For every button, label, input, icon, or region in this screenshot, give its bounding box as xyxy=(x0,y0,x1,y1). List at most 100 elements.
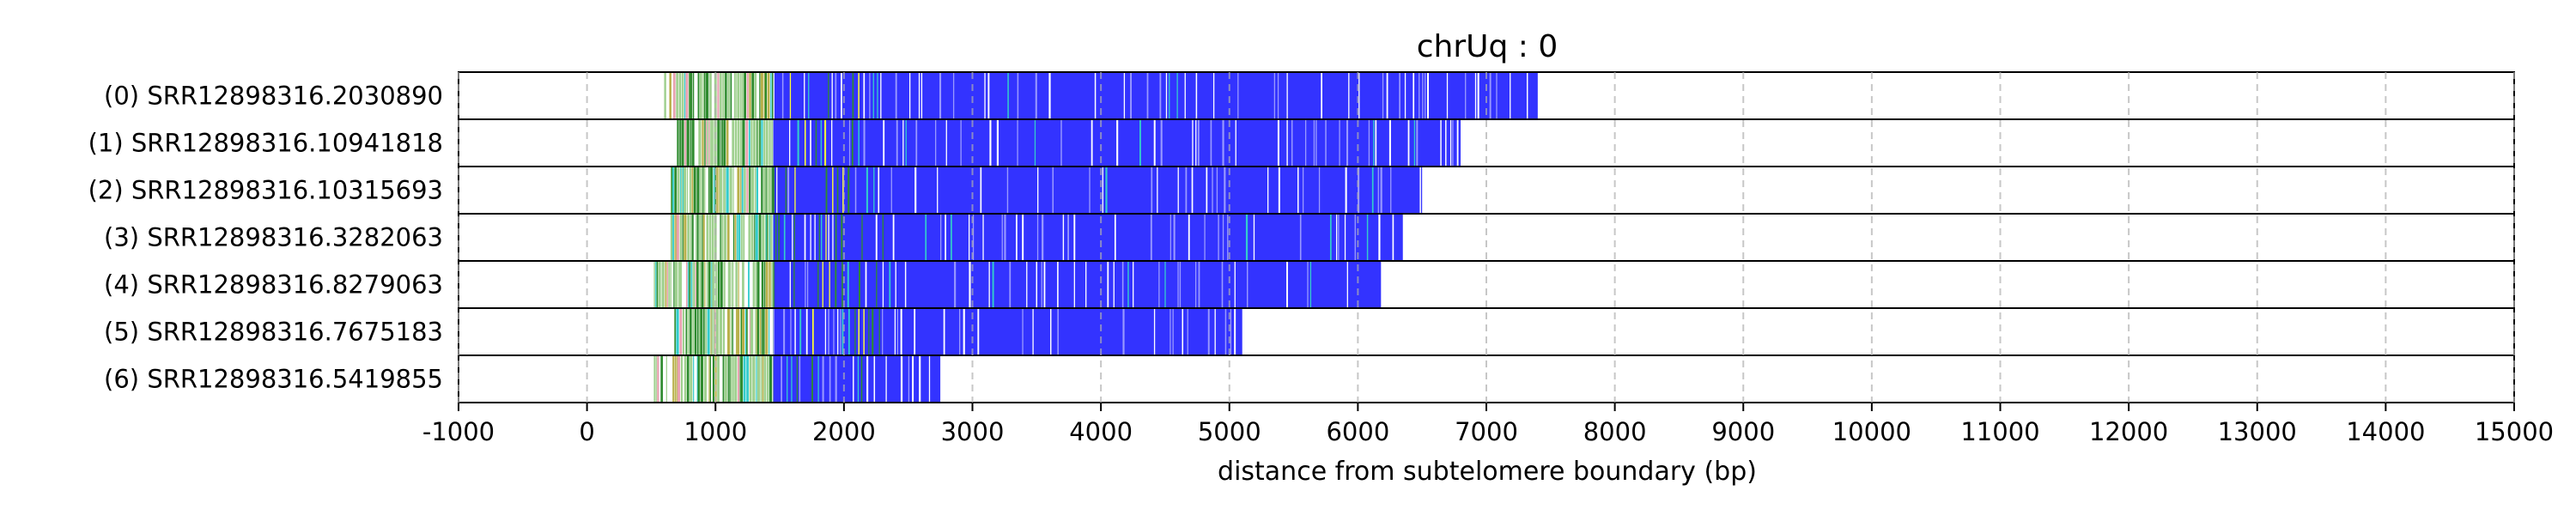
variant-mark xyxy=(668,262,671,307)
variant-mark xyxy=(1212,73,1215,118)
variant-mark xyxy=(724,356,727,402)
variant-mark xyxy=(706,120,708,166)
variant-mark xyxy=(945,120,947,166)
variant-mark xyxy=(876,262,878,307)
variant-mark xyxy=(832,215,834,260)
variant-mark xyxy=(674,309,676,354)
variant-mark xyxy=(699,262,702,307)
variant-mark xyxy=(848,167,850,213)
variant-mark xyxy=(767,356,769,402)
variant-mark xyxy=(746,167,749,213)
variant-mark xyxy=(776,167,778,213)
variant-mark xyxy=(752,262,756,307)
variant-mark xyxy=(702,309,705,354)
variant-mark xyxy=(851,120,854,166)
row-label: (1) SRR12898316.10941818 xyxy=(88,129,443,158)
variant-mark xyxy=(920,73,923,118)
variant-mark xyxy=(1173,215,1176,260)
variant-mark xyxy=(679,120,682,166)
variant-mark xyxy=(989,120,992,166)
x-tick-label: 1000 xyxy=(683,417,747,446)
variant-mark xyxy=(685,73,689,118)
variant-mark xyxy=(766,167,769,213)
variant-mark xyxy=(1192,120,1194,166)
variant-mark xyxy=(1116,120,1119,166)
variant-mark xyxy=(690,309,692,354)
row-label: (4) SRR12898316.8279063 xyxy=(104,270,443,300)
variant-mark xyxy=(750,215,754,260)
variant-mark xyxy=(706,215,709,260)
variant-mark xyxy=(769,120,771,166)
variant-mark xyxy=(674,167,677,213)
variant-mark xyxy=(1496,73,1498,118)
variant-mark xyxy=(1445,120,1447,166)
variant-mark xyxy=(939,73,942,118)
variant-mark xyxy=(1277,120,1279,166)
variant-mark xyxy=(743,356,746,402)
variant-mark xyxy=(677,167,680,213)
variant-mark xyxy=(937,167,939,213)
variant-mark xyxy=(835,356,837,402)
row-label: (2) SRR12898316.10315693 xyxy=(88,176,443,205)
variant-mark xyxy=(1185,167,1188,213)
variant-mark xyxy=(671,215,673,260)
variant-mark xyxy=(702,215,705,260)
variant-mark xyxy=(708,356,710,402)
variant-mark xyxy=(685,309,687,354)
variant-mark xyxy=(689,262,691,307)
variant-mark xyxy=(1456,120,1459,166)
variant-mark xyxy=(710,309,712,354)
x-tick-label: 4000 xyxy=(1069,417,1133,446)
variant-mark xyxy=(778,215,780,260)
variant-mark xyxy=(945,215,946,260)
variant-mark xyxy=(674,215,676,260)
variant-mark xyxy=(963,309,965,354)
variant-mark xyxy=(750,309,754,354)
variant-mark xyxy=(1017,73,1019,118)
variant-mark xyxy=(908,73,911,118)
variant-mark xyxy=(928,356,931,402)
variant-mark xyxy=(669,73,671,118)
variant-mark xyxy=(766,215,768,260)
x-tick-label: 7000 xyxy=(1455,417,1518,446)
variant-mark xyxy=(739,356,741,402)
variant-mark xyxy=(880,73,882,118)
variant-mark xyxy=(1191,167,1194,213)
variant-mark xyxy=(705,309,708,354)
variant-mark xyxy=(883,120,885,166)
variant-mark xyxy=(1188,215,1190,260)
variant-mark xyxy=(1234,262,1236,307)
variant-mark xyxy=(1358,73,1360,118)
row-label: (3) SRR12898316.3282063 xyxy=(104,223,443,252)
variant-mark xyxy=(882,215,884,260)
variant-mark xyxy=(790,309,792,354)
variant-mark xyxy=(707,309,710,354)
variant-mark xyxy=(684,120,687,166)
variant-mark xyxy=(810,215,811,260)
variant-mark xyxy=(1407,120,1410,166)
variant-mark xyxy=(737,73,740,118)
variant-mark xyxy=(1176,73,1178,118)
variant-mark xyxy=(841,73,842,118)
variant-mark xyxy=(690,356,693,402)
variant-mark xyxy=(1089,167,1091,213)
variant-mark xyxy=(700,356,704,402)
variant-mark xyxy=(915,120,918,166)
variant-mark xyxy=(739,309,742,354)
variant-mark xyxy=(895,73,897,118)
variant-mark xyxy=(1315,120,1317,166)
variant-mark xyxy=(894,309,896,354)
variant-mark xyxy=(820,215,823,260)
variant-mark xyxy=(674,356,677,402)
variant-mark xyxy=(1390,167,1392,213)
variant-mark xyxy=(1267,167,1269,213)
variant-mark xyxy=(727,309,731,354)
variant-mark xyxy=(764,73,768,118)
variant-mark xyxy=(736,215,738,260)
variant-mark xyxy=(769,262,771,307)
repeat-block xyxy=(773,356,941,402)
variant-mark xyxy=(982,215,984,260)
variant-mark xyxy=(1422,73,1424,118)
variant-mark xyxy=(822,356,824,402)
variant-mark xyxy=(1388,120,1391,166)
